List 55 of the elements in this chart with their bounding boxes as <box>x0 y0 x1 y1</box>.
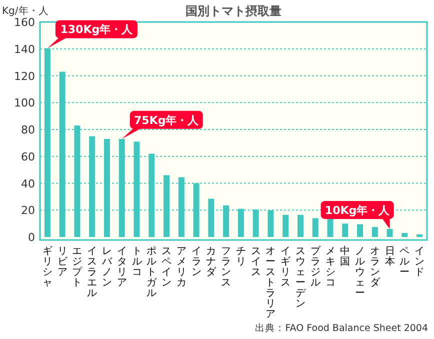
x-tick-label: 日本 <box>384 246 395 268</box>
callout: 10Kg年・人 <box>320 200 394 229</box>
x-tick-label: トルコ <box>132 246 142 278</box>
bar <box>372 226 378 237</box>
y-axis-title: Kg/年・人 <box>2 5 48 17</box>
source-note: 出典：FAO Food Balance Sheet 2004 <box>255 322 428 334</box>
x-tick-label: ブラジル <box>310 245 322 288</box>
x-tick-label: スウェーデン <box>295 246 306 310</box>
x-tick-label: イタリア <box>116 246 127 288</box>
x-tick-label: イギリス <box>280 246 291 288</box>
x-tick-label: カナダ <box>206 246 218 278</box>
y-tick-label: 0 <box>28 231 35 244</box>
y-tick-label: 160 <box>14 16 35 29</box>
annotation: 130Kg年・人 <box>60 23 134 36</box>
bar <box>104 138 110 237</box>
x-tick-label: スペイン <box>162 246 172 288</box>
bar <box>342 224 348 237</box>
x-tick-label: オランダ <box>370 246 381 288</box>
bar <box>416 234 423 237</box>
x-tick-label: オーストラリア <box>266 246 276 320</box>
x-tick-label: エジプト <box>72 246 84 288</box>
bar <box>282 214 289 237</box>
y-tick-label: 120 <box>14 70 35 83</box>
x-tick-label: アメリカ <box>176 246 186 288</box>
callout: 75Kg年・人 <box>122 110 203 139</box>
x-tick-label: スイス <box>250 246 261 278</box>
bar <box>312 218 318 237</box>
y-tick-label: 60 <box>21 150 35 164</box>
x-tick-label: チリ <box>236 246 246 268</box>
bar <box>208 198 214 237</box>
x-tick-label: リビア <box>57 246 68 278</box>
x-tick-label: フランス <box>221 246 232 288</box>
y-tick-label: 20 <box>21 204 35 218</box>
annotation: 10Kg年・人 <box>324 204 391 217</box>
x-tick-label: ギリシャ <box>42 245 52 288</box>
bar <box>297 214 304 237</box>
chart-title: 国別トマト摂取量 <box>186 4 282 18</box>
x-tick-label: インド <box>414 246 425 278</box>
x-tick-label: ノルウェー <box>355 246 366 299</box>
x-tick-label: レバノン <box>100 246 113 288</box>
bar <box>357 224 364 237</box>
y-tick-label: 80 <box>21 124 35 136</box>
x-tick-label: ポルトガル <box>146 246 158 299</box>
y-tick-label: 100 <box>14 96 35 110</box>
x-tick-label: ペルー <box>400 246 410 278</box>
x-tick-label: 中国 <box>340 245 350 268</box>
y-tick-label: 140 <box>14 42 35 56</box>
annotation: 75Kg年・人 <box>134 114 200 127</box>
x-tick-label: イスラエル <box>87 246 98 299</box>
x-tick-label: メキシコ <box>325 246 336 288</box>
y-tick-label: 40 <box>21 177 35 190</box>
bar <box>402 232 408 237</box>
bar <box>327 218 334 237</box>
x-tick-label: イラン <box>191 246 202 278</box>
callout: 130Kg年・人 <box>47 20 138 48</box>
